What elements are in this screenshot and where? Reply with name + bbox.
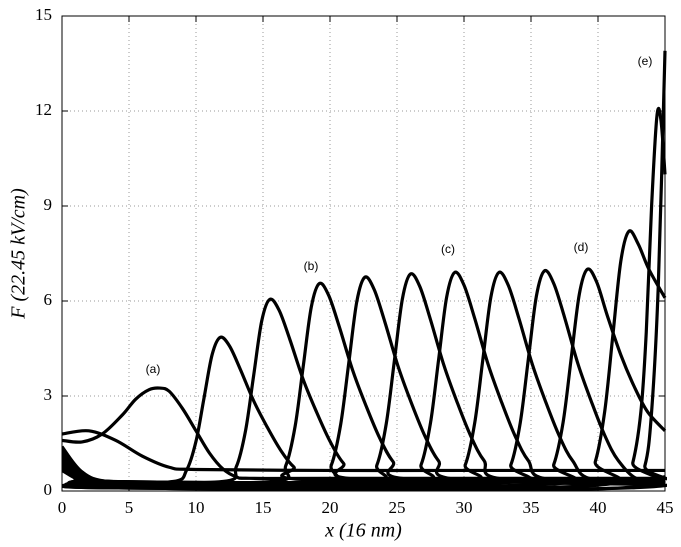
y-tick-label: 6 [44, 290, 53, 309]
x-tick-label: 45 [657, 498, 674, 517]
annotation: (b) [304, 259, 319, 273]
curve [62, 229, 667, 490]
curve [62, 386, 666, 481]
x-axis-label: x (16 nm) [324, 520, 402, 542]
curve [62, 268, 666, 487]
annotation: (d) [574, 240, 589, 254]
y-tick-label: 12 [35, 100, 52, 119]
x-tick-label: 20 [322, 498, 339, 517]
x-tick-label: 25 [389, 498, 406, 517]
x-tick-label: 0 [58, 498, 67, 517]
y-tick-label: 9 [44, 195, 53, 214]
x-tick-label: 5 [125, 498, 134, 517]
curve [62, 50, 667, 491]
y-tick-label: 0 [44, 480, 53, 499]
y-axis-label: F (22.45 kV/cm) [8, 188, 30, 320]
x-tick-label: 30 [456, 498, 473, 517]
x-tick-label: 15 [255, 498, 272, 517]
y-tick-label: 3 [44, 385, 53, 404]
annotation: (a) [146, 362, 161, 376]
x-tick-label: 40 [590, 498, 607, 517]
x-tick-label: 35 [523, 498, 540, 517]
x-tick-label: 10 [188, 498, 205, 517]
annotation: (c) [441, 242, 455, 256]
plot-frame [61, 15, 666, 492]
curve [62, 429, 665, 473]
annotation: (e) [638, 54, 653, 68]
y-tick-label: 15 [35, 5, 52, 24]
